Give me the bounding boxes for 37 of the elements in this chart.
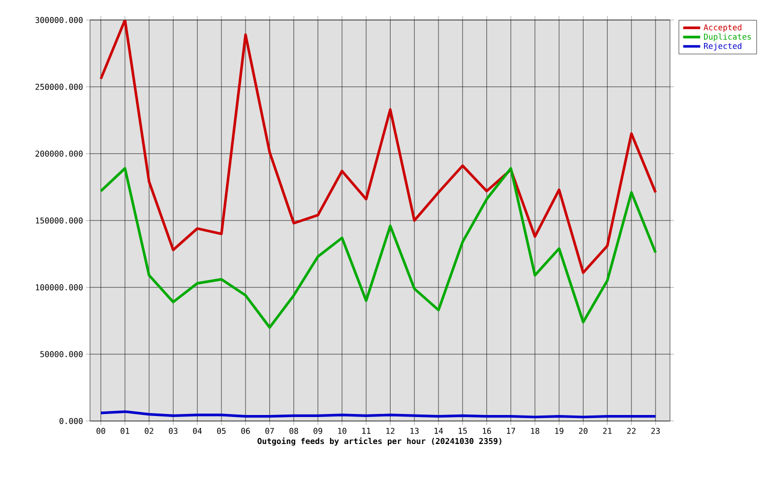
x-tick-label: 01 <box>120 428 130 434</box>
y-tick-label: 50000.000 <box>40 351 83 358</box>
x-tick-label: 02 <box>144 428 154 434</box>
x-tick-label: 06 <box>241 428 250 434</box>
x-tick-label: 17 <box>506 428 516 434</box>
x-tick-label: 10 <box>338 428 346 434</box>
x-tick-label: 12 <box>386 428 394 434</box>
x-tick-label: 00 <box>96 428 106 434</box>
legend-label: Accepted <box>704 24 742 32</box>
x-tick-label: 08 <box>289 428 298 434</box>
x-tick-label: 04 <box>193 428 202 434</box>
x-tick-label: 07 <box>265 428 274 434</box>
x-tick-label: 05 <box>217 428 226 434</box>
x-tick-label: 14 <box>434 428 443 434</box>
line-series <box>100 167 657 329</box>
x-tick-label: 16 <box>482 428 492 434</box>
y-tick-label: 300000.000 <box>36 16 83 24</box>
y-tick-label: 200000.000 <box>36 150 83 157</box>
x-tick-label: 22 <box>627 428 636 434</box>
y-tick-label: 250000.000 <box>36 84 83 90</box>
y-tick-label: 150000.000 <box>36 217 83 224</box>
x-axis-title: Outgoing feeds by articles per hour (20241030 2359) <box>258 437 502 446</box>
x-tick-label: 11 <box>362 428 370 434</box>
legend-label: Rejected <box>704 42 742 50</box>
y-tick-label: 100000.000 <box>36 284 83 290</box>
x-tick-label: 21 <box>603 428 612 434</box>
x-tick-label: 23 <box>651 428 660 434</box>
x-tick-label: 20 <box>578 428 588 434</box>
legend-label: Duplicates <box>704 33 751 42</box>
x-tick-label: 15 <box>458 428 467 434</box>
x-tick-label: 13 <box>410 428 419 434</box>
x-tick-label: 18 <box>531 428 540 434</box>
x-tick-label: 09 <box>314 428 322 434</box>
line-series <box>100 20 657 274</box>
x-tick-label: 19 <box>555 428 564 434</box>
x-tick-label: 03 <box>168 428 178 434</box>
y-tick-label: 0.000 <box>60 418 83 424</box>
